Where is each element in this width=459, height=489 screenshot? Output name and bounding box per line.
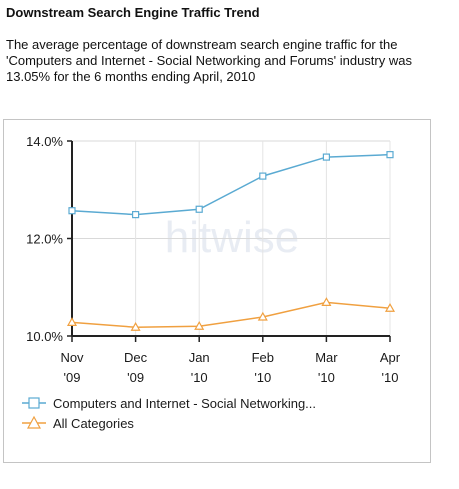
x-tick-label-month: Nov <box>60 350 84 365</box>
y-tick-label: 12.0% <box>26 232 63 247</box>
data-point-triangle <box>194 321 205 330</box>
x-tick-label-year: '10 <box>318 370 335 385</box>
data-point-square <box>195 205 203 213</box>
data-point-triangle <box>321 297 332 306</box>
data-point-triangle <box>130 322 141 331</box>
data-point-triangle <box>257 311 268 321</box>
x-tick-label-month: Apr <box>380 350 401 365</box>
chart-panel <box>3 119 431 463</box>
x-tick-label-month: Mar <box>315 350 338 365</box>
x-tick-label-month: Dec <box>124 350 148 365</box>
legend-label: All Categories <box>53 416 134 431</box>
y-tick-label: 10.0% <box>26 329 63 344</box>
legend-square-marker <box>28 397 40 409</box>
data-point-square <box>132 211 140 219</box>
series-line-1 <box>71 153 391 216</box>
chart-heading: Downstream Search Engine Traffic Trend <box>6 5 260 20</box>
data-point-square <box>322 153 330 161</box>
data-point-triangle <box>384 303 396 312</box>
x-tick-label-year: '10 <box>254 370 271 385</box>
x-tick-label-year: '10 <box>382 370 399 385</box>
y-tick-label: 14.0% <box>26 134 63 149</box>
x-tick-label-month: Feb <box>252 350 274 365</box>
legend-label: Computers and Internet - Social Networki… <box>53 396 316 411</box>
x-tick-label-year: '10 <box>191 370 208 385</box>
x-tick-label-month: Jan <box>189 350 210 365</box>
data-point-triangle <box>66 317 78 326</box>
data-point-square <box>259 172 267 180</box>
data-point-square <box>68 207 76 215</box>
series-line-2 <box>71 301 391 328</box>
x-tick-label-year: '09 <box>127 370 144 385</box>
legend-triangle-marker <box>26 415 42 429</box>
data-point-square <box>386 151 394 159</box>
chart-description: The average percentage of downstream sea… <box>6 37 412 84</box>
watermark-text: hitwise <box>165 213 300 262</box>
x-tick-label-year: '09 <box>64 370 81 385</box>
